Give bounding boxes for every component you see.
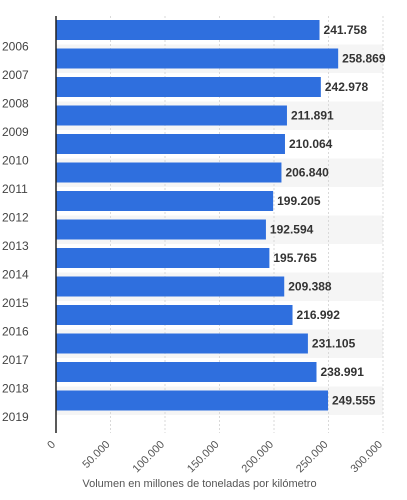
x-tick-label: 300.000 (349, 439, 386, 476)
bar-value-label: 195.765 (273, 251, 317, 265)
year-labels: 2006 2007 2008 2009 2010 2011 2012 2013 2014 2015… (2, 40, 29, 425)
x-tick-label: 50.000 (80, 439, 112, 471)
bar-value-label: 238.991 (321, 365, 365, 379)
bar[interactable] (56, 162, 282, 183)
bar[interactable] (56, 333, 308, 354)
category-label: 2019 (2, 410, 29, 424)
value-labels: 241.758 258.869 242.978 211.891 210.064 206.8… (270, 23, 386, 408)
bars (56, 20, 339, 411)
x-tick-label: 200.000 (240, 439, 277, 476)
bar-value-label: 242.978 (325, 80, 369, 94)
category-label: 2012 (2, 211, 29, 225)
category-label: 2017 (2, 353, 29, 367)
bar-value-label: 210.064 (289, 137, 333, 151)
bar[interactable] (56, 362, 317, 382)
bar[interactable] (56, 191, 274, 211)
x-tick-label: 100.000 (131, 439, 168, 476)
bar-value-label: 258.869 (342, 52, 386, 66)
x-tick-label: 150.000 (185, 439, 222, 476)
category-label: 2010 (2, 154, 29, 168)
category-label: 2015 (2, 296, 29, 310)
bar-value-label: 199.205 (277, 194, 321, 208)
category-label: 2008 (2, 97, 29, 111)
bar-value-label: 231.105 (312, 337, 356, 351)
bar[interactable] (56, 276, 285, 297)
bar[interactable] (56, 305, 293, 325)
x-axis-title: Volumen en millones de toneladas por kil… (82, 478, 316, 490)
category-label: 2006 (2, 40, 29, 54)
x-tick-label: 250.000 (294, 439, 331, 476)
bar-value-label: 192.594 (270, 223, 314, 237)
category-label: 2011 (2, 182, 28, 196)
bar-value-label: 249.555 (332, 394, 376, 408)
bar[interactable] (56, 105, 287, 126)
bar-value-label: 206.840 (285, 166, 329, 180)
bar[interactable] (56, 77, 321, 97)
bar-value-label: 241.758 (324, 23, 368, 37)
bar[interactable] (56, 248, 270, 268)
category-label: 2016 (2, 325, 29, 339)
bar[interactable] (56, 390, 329, 411)
bar[interactable] (56, 48, 339, 69)
x-tick-label: 0 (45, 439, 58, 452)
bar[interactable] (56, 134, 285, 154)
category-label: 2014 (2, 268, 29, 282)
bar-value-label: 216.992 (297, 308, 341, 322)
bar-value-label: 211.891 (291, 109, 334, 123)
category-label: 2013 (2, 239, 29, 253)
bar[interactable] (56, 20, 320, 40)
bar-value-label: 209.388 (288, 280, 332, 294)
x-axis-ticks: 0 50.000 100.000 150.000 200.000 250.000 300.0… (45, 439, 385, 476)
bar[interactable] (56, 219, 266, 240)
category-label: 2018 (2, 382, 29, 396)
category-label: 2009 (2, 125, 29, 139)
category-label: 2007 (2, 68, 29, 82)
